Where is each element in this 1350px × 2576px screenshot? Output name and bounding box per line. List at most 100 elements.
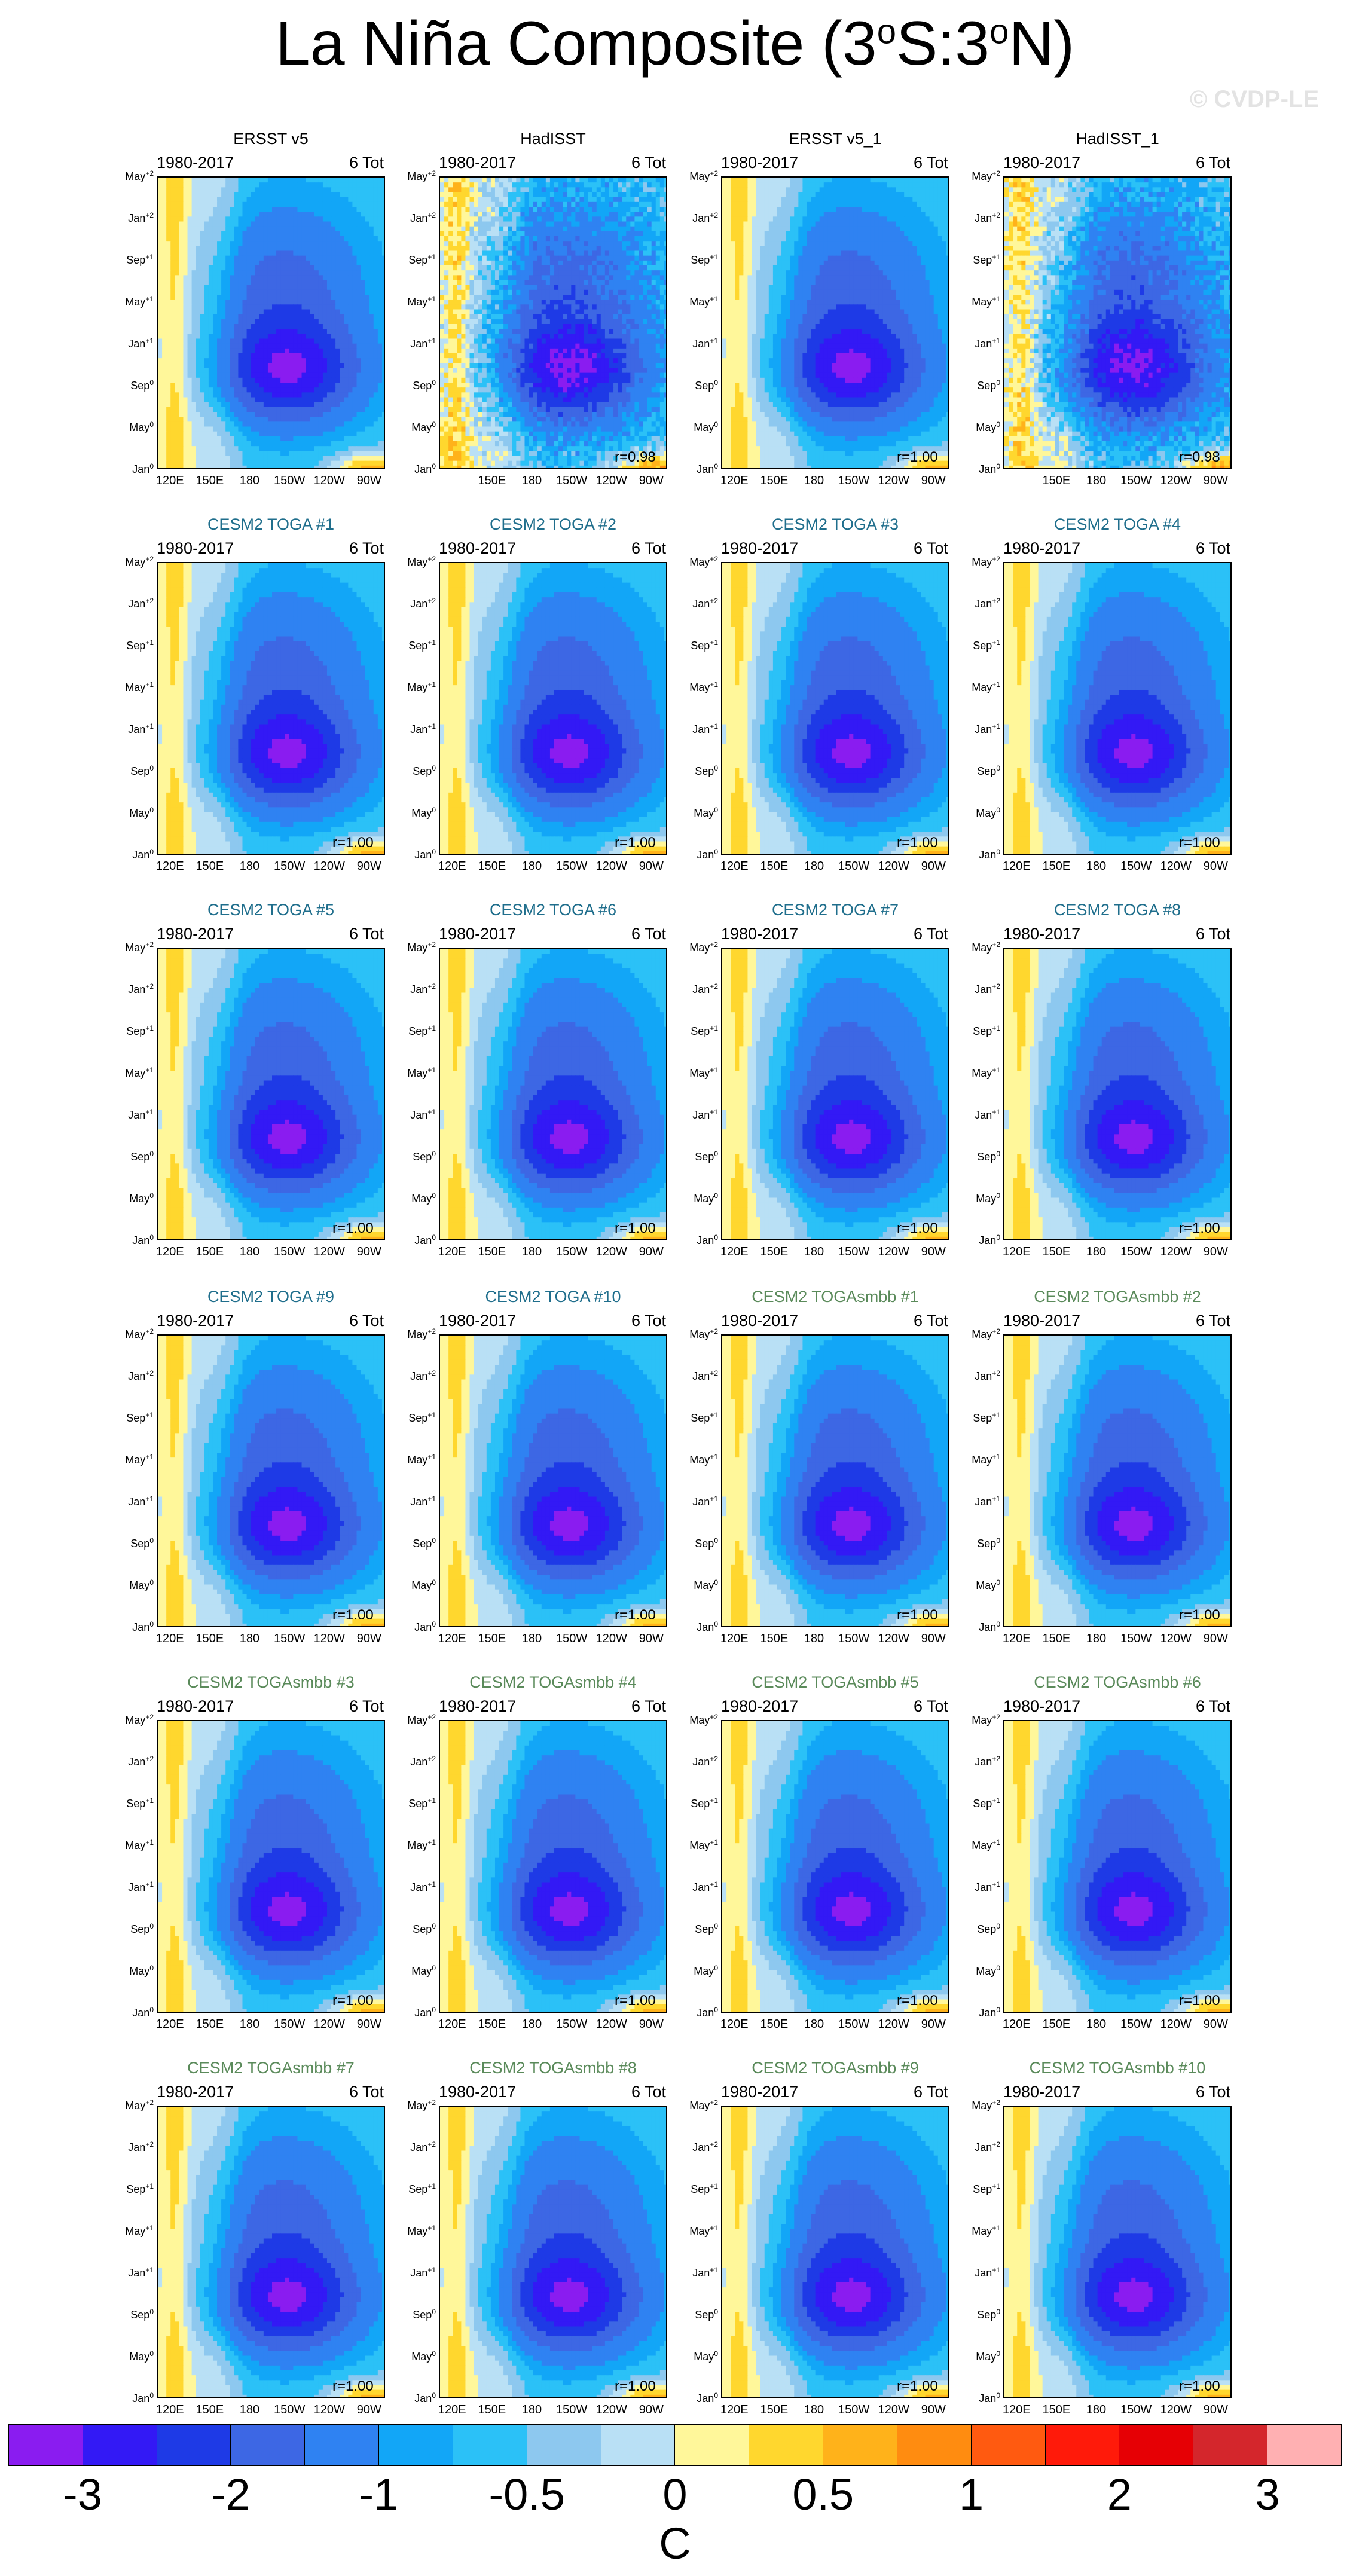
field-cell xyxy=(175,246,179,251)
field-cell xyxy=(297,446,302,451)
field-cell xyxy=(512,246,517,251)
field-cell xyxy=(630,310,635,315)
field-cell xyxy=(166,304,171,310)
field-cell xyxy=(280,353,285,359)
field-cell xyxy=(482,222,487,227)
field-cell xyxy=(652,236,656,242)
field-cell xyxy=(327,392,332,398)
field-cell xyxy=(259,216,264,222)
field-cell xyxy=(272,256,277,261)
field-cell xyxy=(196,329,201,334)
field-cell xyxy=(516,236,521,242)
field-cell xyxy=(609,241,614,246)
field-cell xyxy=(242,256,247,261)
field-cell xyxy=(567,270,572,276)
field-cell xyxy=(474,300,479,305)
field-cell xyxy=(289,387,294,393)
field-cell xyxy=(588,300,593,305)
field-cell xyxy=(340,363,344,368)
field-cell xyxy=(327,270,332,276)
field-cell xyxy=(634,275,639,280)
field-cell xyxy=(314,436,319,442)
field-cell xyxy=(361,383,366,388)
field-cell xyxy=(230,427,234,432)
field-cell xyxy=(508,270,512,276)
field-cell xyxy=(461,222,466,227)
field-cell xyxy=(374,241,378,246)
field-cell xyxy=(639,187,643,192)
field-cell xyxy=(213,261,218,266)
field-cell xyxy=(361,466,366,469)
field-cell xyxy=(482,197,487,203)
field-cell xyxy=(323,334,328,339)
field-cell xyxy=(361,441,366,447)
field-cell xyxy=(289,216,294,222)
field-cell xyxy=(639,319,643,325)
field-cell xyxy=(352,363,357,368)
field-cell xyxy=(179,246,184,251)
field-cell xyxy=(495,290,500,295)
field-cell xyxy=(499,310,504,315)
field-cell xyxy=(319,427,323,432)
field-cell xyxy=(230,368,234,374)
field-cell xyxy=(268,368,273,374)
field-cell xyxy=(170,236,175,242)
field-cell xyxy=(327,178,332,183)
field-cell xyxy=(297,339,302,344)
field-cell xyxy=(571,241,576,246)
field-cell xyxy=(369,227,374,232)
field-cell xyxy=(516,251,521,256)
field-cell xyxy=(448,310,453,315)
field-cell xyxy=(563,197,567,203)
field-cell xyxy=(478,280,483,286)
field-cell xyxy=(238,300,243,305)
field-cell xyxy=(656,275,661,280)
field-cell xyxy=(242,304,247,310)
field-cell xyxy=(524,182,529,188)
field-cell xyxy=(453,256,457,261)
field-cell xyxy=(230,402,234,408)
field-cell xyxy=(331,441,336,447)
field-cell xyxy=(499,319,504,325)
field-cell xyxy=(230,290,234,295)
field-cell xyxy=(563,231,567,237)
field-cell xyxy=(626,182,631,188)
field-cell xyxy=(652,314,656,320)
field-cell xyxy=(348,256,353,261)
field-cell xyxy=(247,285,252,291)
field-cell xyxy=(217,241,222,246)
field-cell xyxy=(170,182,175,188)
field-cell xyxy=(365,295,370,300)
field-cell xyxy=(225,300,230,305)
field-cell xyxy=(319,368,323,374)
field-cell xyxy=(306,339,311,344)
field-cell xyxy=(352,412,357,417)
field-cell xyxy=(323,275,328,280)
field-cell xyxy=(272,421,277,427)
field-cell xyxy=(323,451,328,456)
field-cell xyxy=(179,285,184,291)
field-cell xyxy=(209,300,213,305)
field-cell xyxy=(196,304,201,310)
field-cell xyxy=(327,182,332,188)
field-cell xyxy=(158,392,163,398)
field-cell xyxy=(348,427,353,432)
field-cell xyxy=(170,402,175,408)
field-cell xyxy=(601,314,606,320)
field-cell xyxy=(487,324,491,329)
field-cell xyxy=(323,270,328,276)
field-cell xyxy=(352,407,357,412)
field-cell xyxy=(356,178,361,183)
field-cell xyxy=(361,358,366,363)
field-cell xyxy=(242,300,247,305)
field-cell xyxy=(579,246,584,251)
field-cell xyxy=(613,231,618,237)
field-cell xyxy=(613,304,618,310)
field-cell xyxy=(170,324,175,329)
field-cell xyxy=(310,451,315,456)
field-cell xyxy=(512,295,517,300)
field-cell xyxy=(204,466,209,469)
field-cell xyxy=(179,314,184,320)
field-cell xyxy=(652,285,656,291)
field-cell xyxy=(639,241,643,246)
